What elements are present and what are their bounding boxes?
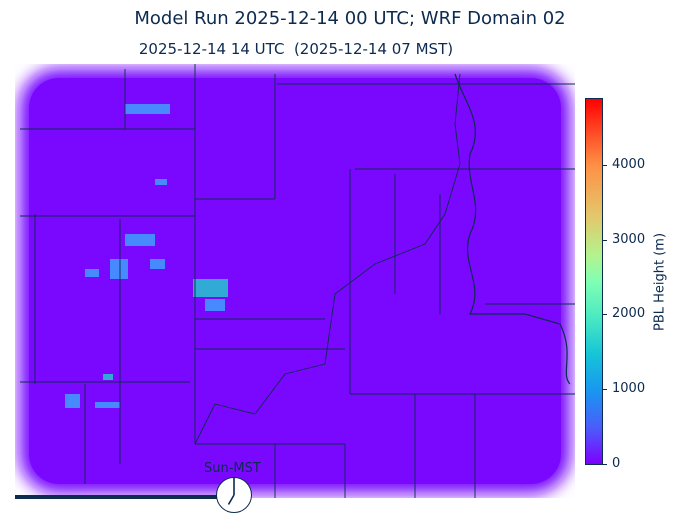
pbl-height-map: [15, 64, 575, 498]
clock-icon: [216, 477, 252, 513]
colorbar-tick: 0: [603, 456, 620, 471]
colorbar-tick: 3000: [603, 232, 645, 247]
clock-label: Sun-MST: [204, 461, 261, 476]
valid-time-subtitle: 2025-12-14 14 UTC (2025-12-14 07 MST): [138, 40, 454, 58]
pbl-highlights: [65, 104, 228, 408]
colorbar-tick: 4000: [603, 157, 645, 172]
clock-hour-hand: [227, 494, 235, 505]
colorbar-label: PBL Height (m): [652, 232, 668, 332]
colorbar-tick: 1000: [603, 381, 645, 396]
animation-progress-bar[interactable]: [15, 495, 575, 499]
figure-title: Model Run 2025-12-14 00 UTC; WRF Domain …: [134, 8, 566, 29]
colorbar: [585, 98, 603, 465]
animation-progress-fill: [15, 495, 217, 499]
county-boundaries: [20, 64, 575, 498]
colorbar-tick: 2000: [603, 306, 645, 321]
